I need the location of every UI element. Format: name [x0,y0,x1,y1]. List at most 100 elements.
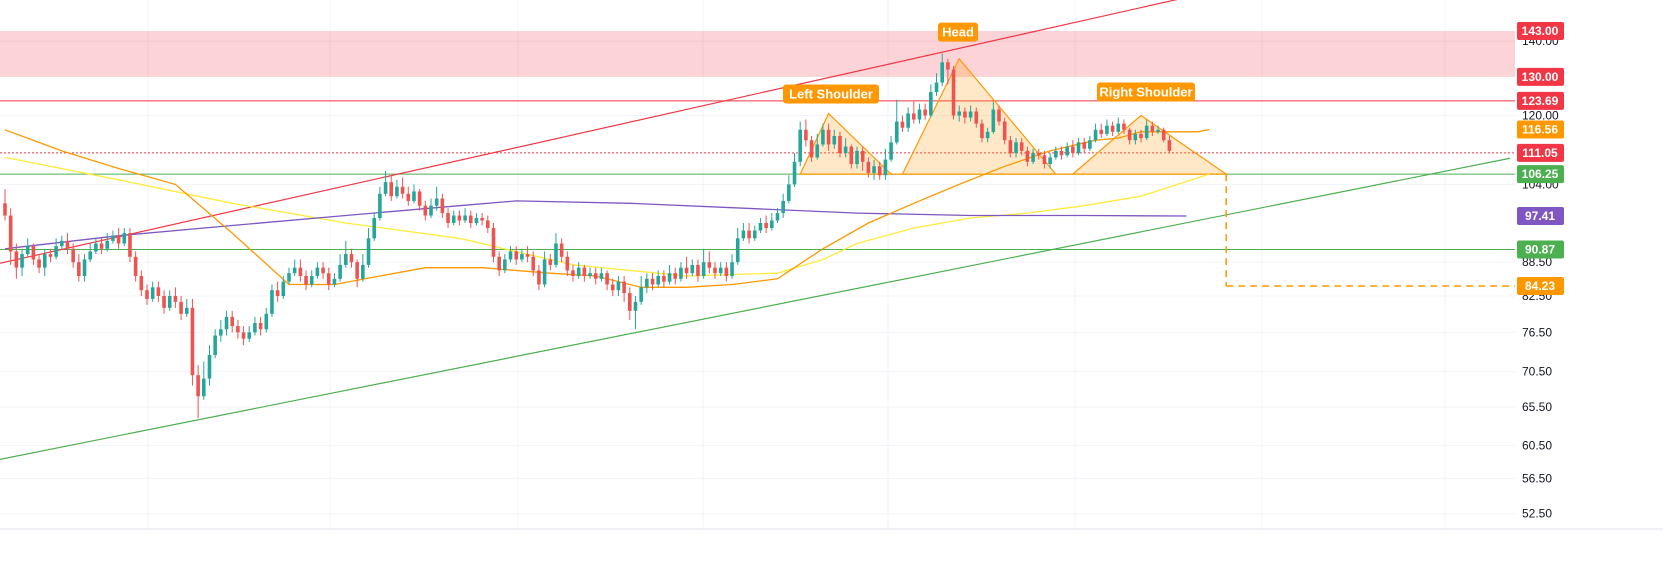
candle[interactable] [8,208,13,265]
candle[interactable] [787,175,791,204]
candle[interactable] [338,254,342,282]
candle[interactable] [156,281,161,302]
candle[interactable] [258,316,263,336]
candle[interactable] [906,107,910,132]
candle[interactable] [298,259,303,282]
candle[interactable] [940,53,944,87]
candle[interactable] [309,270,314,288]
candle[interactable] [900,115,905,132]
candle[interactable] [14,243,19,279]
candle[interactable] [207,345,212,386]
candle[interactable] [752,225,757,241]
candle[interactable] [997,105,1001,126]
candle[interactable] [99,238,104,255]
candle[interactable] [707,251,712,274]
candle[interactable] [542,251,547,288]
candle[interactable] [1133,129,1138,145]
candle[interactable] [326,267,331,291]
candle[interactable] [162,290,166,314]
candle[interactable] [196,364,200,419]
candle[interactable] [929,84,933,118]
candle[interactable] [105,233,110,252]
candle[interactable] [991,101,996,134]
candle[interactable] [82,254,87,282]
candle[interactable] [440,193,445,218]
candle[interactable] [1110,121,1115,136]
candle[interactable] [145,284,149,305]
candle[interactable] [1076,138,1081,156]
candle[interactable] [128,228,132,263]
candle[interactable] [860,146,865,171]
candle[interactable] [866,157,871,178]
candle[interactable] [775,208,780,223]
candle[interactable] [821,123,825,147]
candle[interactable] [798,121,802,167]
candle[interactable] [434,186,439,211]
candle[interactable] [662,270,666,288]
candle[interactable] [412,184,416,204]
candle[interactable] [31,243,36,265]
candle[interactable] [1048,153,1052,169]
candle[interactable] [446,208,450,229]
candle[interactable] [508,246,513,263]
candle[interactable] [389,175,394,201]
candle[interactable] [503,254,507,274]
candle[interactable] [111,230,115,244]
candle[interactable] [400,177,405,199]
candle[interactable] [628,287,632,320]
candle[interactable] [730,254,734,279]
candle[interactable] [429,198,433,218]
candle[interactable] [1054,146,1058,160]
candle[interactable] [610,278,615,296]
candle[interactable] [1167,135,1172,154]
candle[interactable] [1088,135,1092,151]
candle[interactable] [1105,119,1109,136]
candle[interactable] [667,264,672,285]
candle[interactable] [355,259,359,288]
candle[interactable] [423,200,428,221]
candle[interactable] [883,148,888,180]
candle[interactable] [236,319,240,339]
candle[interactable] [1150,121,1155,136]
price-axis[interactable]: 140.00120.00104.0088.5082.5076.5070.5065… [1522,34,1559,520]
candle[interactable] [264,307,269,333]
candle[interactable] [468,210,473,229]
candle[interactable] [139,270,144,296]
candle[interactable] [593,267,598,285]
candle[interactable] [605,270,609,291]
candle[interactable] [116,228,121,249]
candle[interactable] [912,101,916,124]
candle[interactable] [968,105,973,122]
candle[interactable] [616,275,621,296]
candle[interactable] [741,222,746,241]
candle[interactable] [3,189,7,221]
candle[interactable] [622,275,626,302]
candle[interactable] [1093,123,1098,143]
candle[interactable] [486,215,490,234]
candle[interactable] [321,262,325,279]
candle[interactable] [372,213,376,241]
candle[interactable] [588,267,592,279]
candle[interactable] [974,107,979,128]
candle[interactable] [1019,138,1024,156]
candle[interactable] [25,238,30,257]
candle[interactable] [565,251,570,276]
candle[interactable] [1002,117,1007,145]
candle[interactable] [985,127,990,143]
candle[interactable] [122,228,127,247]
candle[interactable] [1144,119,1149,141]
candle[interactable] [576,262,581,279]
candle[interactable] [696,259,700,282]
candle[interactable] [60,235,64,249]
candle[interactable] [315,262,320,279]
candle[interactable] [366,228,371,268]
candle[interactable] [304,270,308,291]
candle[interactable] [349,248,354,268]
candle[interactable] [1127,127,1132,145]
candle[interactable] [383,170,388,197]
candle[interactable] [838,131,842,158]
candle[interactable] [37,254,41,274]
candle[interactable] [980,119,984,143]
candle[interactable] [224,310,229,336]
